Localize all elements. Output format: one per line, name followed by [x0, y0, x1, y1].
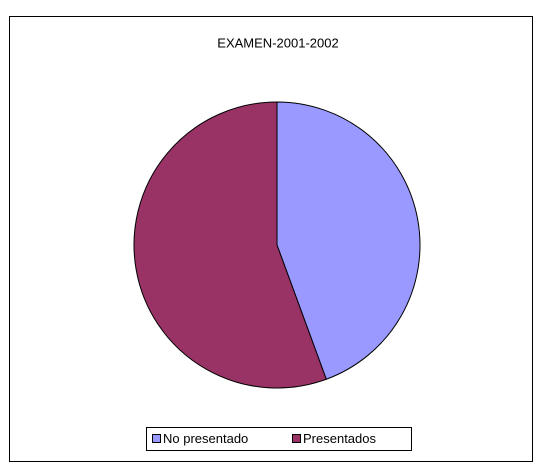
legend-label: No presentado	[163, 431, 248, 446]
legend-box	[146, 427, 412, 451]
pie-slice	[276, 101, 421, 380]
legend-swatch	[292, 434, 301, 443]
legend-swatch	[152, 434, 161, 443]
legend-label: Presentados	[303, 431, 376, 446]
pie-slice	[133, 101, 327, 389]
chart-title: EXAMEN-2001-2002	[217, 35, 338, 50]
